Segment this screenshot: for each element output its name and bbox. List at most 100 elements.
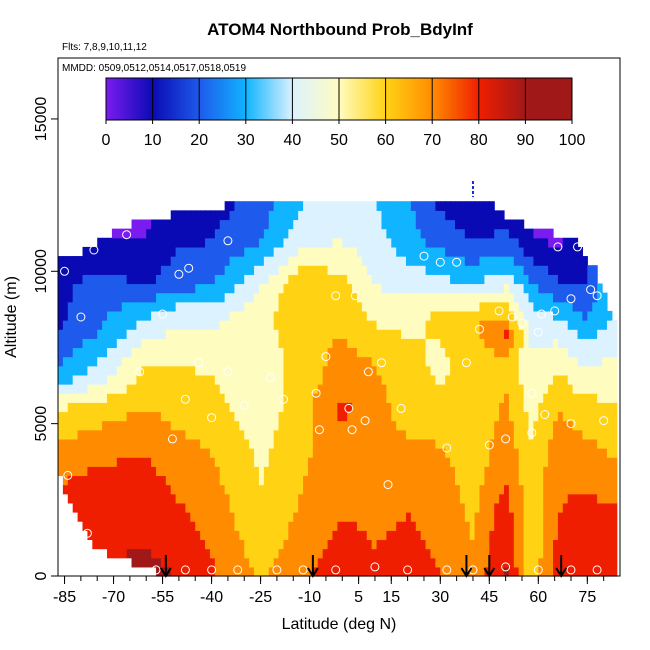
heatmap-cell bbox=[582, 484, 588, 495]
heatmap-cell bbox=[420, 402, 427, 413]
heatmap-cell bbox=[356, 420, 363, 431]
heatmap-cell bbox=[518, 402, 525, 413]
heatmap-cell bbox=[175, 274, 182, 285]
heatmap-cell bbox=[440, 493, 446, 504]
heatmap-cell bbox=[97, 429, 103, 440]
heatmap-cell bbox=[288, 457, 294, 467]
heatmap-cell bbox=[553, 457, 559, 467]
heatmap-cell bbox=[376, 210, 383, 221]
heatmap-cell bbox=[562, 402, 569, 413]
heatmap-cell bbox=[587, 338, 593, 349]
heatmap-cell bbox=[430, 228, 436, 239]
heatmap-cell bbox=[543, 338, 549, 349]
heatmap-cell bbox=[396, 530, 402, 541]
heatmap-cell bbox=[200, 237, 206, 248]
heatmap-cell bbox=[489, 512, 495, 522]
heatmap-cell bbox=[405, 557, 412, 568]
heatmap-cell bbox=[58, 274, 64, 285]
heatmap-cell bbox=[307, 429, 314, 440]
heatmap-cell bbox=[567, 310, 574, 321]
heatmap-cell bbox=[82, 493, 89, 504]
heatmap-cell bbox=[239, 411, 245, 422]
heatmap-cell bbox=[62, 484, 69, 495]
heatmap-cell bbox=[190, 256, 196, 266]
heatmap-cell bbox=[396, 219, 402, 230]
heatmap-cell bbox=[401, 548, 407, 559]
heatmap-cell bbox=[254, 320, 260, 330]
heatmap-cell bbox=[239, 475, 245, 486]
heatmap-cell bbox=[312, 365, 319, 376]
heatmap-cell bbox=[567, 521, 574, 531]
heatmap-cell bbox=[420, 493, 427, 504]
heatmap-cell bbox=[234, 502, 240, 513]
heatmap-cell bbox=[254, 201, 260, 211]
heatmap-cell bbox=[307, 457, 314, 467]
heatmap-cell bbox=[528, 493, 535, 504]
heatmap-cell bbox=[592, 292, 598, 303]
heatmap-cell bbox=[479, 310, 485, 321]
heatmap-cell bbox=[553, 438, 559, 449]
heatmap-cell bbox=[278, 402, 285, 413]
heatmap-cell bbox=[464, 448, 471, 458]
heatmap-cell bbox=[366, 420, 373, 431]
heatmap-cell bbox=[303, 365, 309, 376]
heatmap-cell bbox=[165, 502, 172, 513]
heatmap-cell bbox=[381, 347, 387, 358]
heatmap-cell bbox=[102, 420, 108, 431]
heatmap-cell bbox=[72, 448, 79, 458]
heatmap-cell bbox=[489, 210, 495, 221]
heatmap-cell bbox=[450, 237, 456, 248]
heatmap-cell bbox=[121, 329, 128, 339]
heatmap-cell bbox=[151, 438, 157, 449]
heatmap-cell bbox=[97, 420, 103, 431]
heatmap-cell bbox=[450, 283, 456, 294]
heatmap-cell bbox=[126, 466, 133, 477]
heatmap-cell bbox=[160, 310, 167, 321]
heatmap-cell bbox=[298, 283, 304, 294]
heatmap-cell bbox=[239, 566, 245, 577]
heatmap-cell bbox=[219, 338, 226, 349]
heatmap-cell bbox=[175, 530, 182, 541]
heatmap-cell bbox=[430, 557, 436, 568]
heatmap-cell bbox=[146, 502, 152, 513]
heatmap-cell bbox=[391, 256, 397, 266]
heatmap-cell bbox=[195, 374, 201, 385]
heatmap-cell bbox=[234, 219, 240, 230]
heatmap-cell bbox=[484, 265, 490, 275]
heatmap-cell bbox=[445, 521, 451, 531]
heatmap-cell bbox=[97, 448, 103, 458]
heatmap-cell bbox=[234, 237, 240, 248]
heatmap-cell bbox=[298, 274, 304, 285]
heatmap-cell bbox=[200, 329, 206, 339]
heatmap-cell bbox=[107, 320, 113, 330]
heatmap-cell bbox=[582, 557, 588, 568]
heatmap-cell bbox=[293, 274, 299, 285]
heatmap-cell bbox=[391, 548, 397, 559]
observation-point bbox=[298, 565, 308, 575]
heatmap-cell bbox=[523, 457, 530, 467]
heatmap-cell bbox=[425, 356, 432, 367]
heatmap-cell bbox=[200, 356, 206, 367]
heatmap-cell bbox=[239, 210, 245, 221]
heatmap-cell bbox=[224, 448, 231, 458]
heatmap-cell bbox=[494, 457, 500, 467]
heatmap-cell bbox=[401, 310, 407, 321]
heatmap-cell bbox=[376, 530, 383, 541]
heatmap-cell bbox=[263, 484, 270, 495]
observation-point bbox=[442, 443, 452, 453]
heatmap-cell bbox=[268, 329, 275, 339]
heatmap-cell bbox=[513, 301, 520, 312]
heatmap-cell bbox=[504, 393, 510, 403]
heatmap-cell bbox=[180, 329, 187, 339]
heatmap-cell bbox=[337, 420, 343, 431]
heatmap-cell bbox=[553, 411, 559, 422]
heatmap-cell bbox=[489, 301, 495, 312]
heatmap-cell bbox=[151, 393, 157, 403]
heatmap-cell bbox=[209, 365, 216, 376]
heatmap-cell bbox=[543, 466, 549, 477]
heatmap-cell bbox=[72, 365, 79, 376]
heatmap-cell bbox=[170, 448, 177, 458]
heatmap-cell bbox=[489, 274, 495, 285]
heatmap-cell bbox=[361, 420, 368, 431]
